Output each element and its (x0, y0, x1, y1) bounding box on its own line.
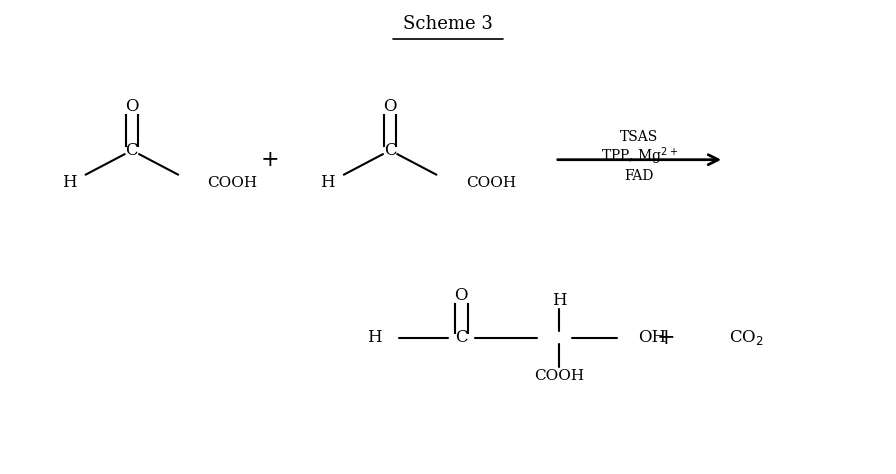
Text: C: C (455, 329, 468, 346)
Text: TPP, Mg$^{2+}$: TPP, Mg$^{2+}$ (601, 146, 678, 167)
Text: O: O (125, 98, 139, 115)
Text: COOH: COOH (466, 176, 516, 190)
Text: COOH: COOH (208, 176, 258, 190)
Text: H: H (552, 292, 566, 309)
Text: H: H (366, 329, 381, 346)
Text: CO$_2$: CO$_2$ (729, 328, 763, 347)
Text: H: H (321, 173, 335, 191)
Text: OH: OH (638, 329, 666, 346)
Text: C: C (383, 142, 396, 159)
Text: Scheme 3: Scheme 3 (403, 15, 493, 33)
Text: O: O (454, 287, 468, 304)
Text: FAD: FAD (625, 169, 654, 182)
Text: COOH: COOH (534, 369, 584, 383)
Text: +: + (261, 149, 280, 171)
Text: C: C (125, 142, 138, 159)
Text: O: O (383, 98, 397, 115)
Text: H: H (62, 173, 77, 191)
Text: TSAS: TSAS (620, 130, 659, 144)
Text: +: + (657, 327, 676, 349)
